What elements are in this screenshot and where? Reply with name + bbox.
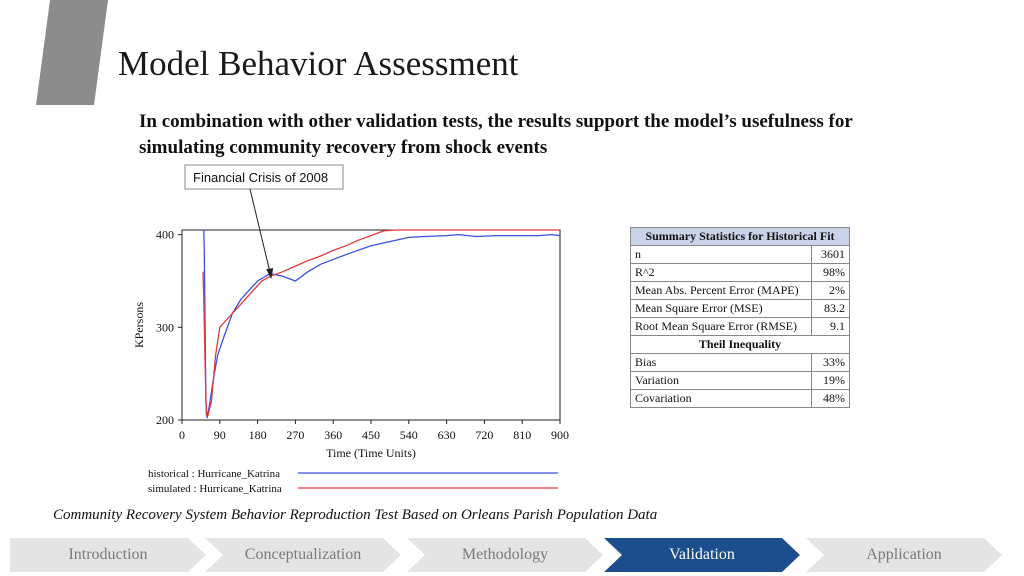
subtitle: In combination with other validation tes… xyxy=(139,111,853,158)
section-nav: Introduction Conceptualization Methodology… xyxy=(0,536,1024,576)
x-tick-label: 450 xyxy=(362,428,380,442)
nav-item-conceptualization[interactable]: Conceptualization xyxy=(205,538,401,572)
annotation-label: Financial Crisis of 2008 xyxy=(193,170,328,185)
x-tick-label: 630 xyxy=(438,428,456,442)
page-title: Model Behavior Assessment xyxy=(118,44,519,83)
nav-item-application[interactable]: Application xyxy=(806,538,1002,572)
stat-label: Variation xyxy=(630,371,812,390)
annotation-arrowhead xyxy=(266,268,274,280)
nav-item-validation[interactable]: Validation xyxy=(604,538,800,572)
x-tick-label: 900 xyxy=(551,428,569,442)
stat-label: Bias xyxy=(630,353,812,372)
y-tick-label: 400 xyxy=(156,228,174,242)
x-tick-label: 720 xyxy=(475,428,493,442)
stat-label: Mean Abs. Percent Error (MAPE) xyxy=(630,281,812,300)
stat-label: R^2 xyxy=(630,263,812,282)
x-tick-label: 0 xyxy=(179,428,185,442)
y-tick-label: 200 xyxy=(156,413,174,427)
stat-value: 2% xyxy=(811,281,850,300)
table-row: Covariation 48% xyxy=(630,389,850,408)
x-tick-label: 810 xyxy=(513,428,531,442)
annotation-arrow-line xyxy=(249,188,271,274)
series-line-1 xyxy=(202,229,560,417)
stat-value: 33% xyxy=(811,353,850,372)
legend-label-0: historical : Hurricane_Katrina xyxy=(148,468,280,480)
series-line-0 xyxy=(203,229,561,419)
stat-label: Covariation xyxy=(630,389,812,408)
stat-value: 9.1 xyxy=(811,317,850,336)
stat-value: 3601 xyxy=(811,245,850,264)
summary-statistics-table: Summary Statistics for Historical Fit n 36… xyxy=(630,227,850,408)
table-row: Bias 33% xyxy=(630,353,850,372)
table-row: Root Mean Square Error (RMSE) 9.1 xyxy=(630,317,850,336)
y-axis-label: KPersons xyxy=(132,302,146,348)
table-row: R^2 98% xyxy=(630,263,850,282)
theil-section-title: Theil Inequality xyxy=(630,335,850,354)
y-tick-label: 300 xyxy=(156,320,174,334)
stat-value: 19% xyxy=(811,371,850,390)
population-chart: 0 90 180 270 360 450 540 630 720 810 900 200 300 400 T… xyxy=(132,164,569,495)
stat-value: 48% xyxy=(811,389,850,408)
nav-item-methodology[interactable]: Methodology xyxy=(407,538,603,572)
x-axis-label: Time (Time Units) xyxy=(326,446,416,460)
x-tick-label: 270 xyxy=(286,428,304,442)
x-tick-label: 90 xyxy=(214,428,226,442)
table-row: Mean Abs. Percent Error (MAPE) 2% xyxy=(630,281,850,300)
stat-value: 98% xyxy=(811,263,850,282)
table-title: Summary Statistics for Historical Fit xyxy=(630,227,850,246)
table-row: n 3601 xyxy=(630,245,850,264)
table-row: Variation 19% xyxy=(630,371,850,390)
x-tick-label: 180 xyxy=(249,428,267,442)
annotation-box xyxy=(184,164,344,190)
x-tick-label: 540 xyxy=(400,428,418,442)
stat-label: Mean Square Error (MSE) xyxy=(630,299,812,318)
nav-item-introduction[interactable]: Introduction xyxy=(10,538,206,572)
figure-caption: Community Recovery System Behavior Repro… xyxy=(53,507,658,523)
table-row: Mean Square Error (MSE) 83.2 xyxy=(630,299,850,318)
legend-label-1: simulated : Hurricane_Katrina xyxy=(148,483,282,495)
stat-value: 83.2 xyxy=(811,299,850,318)
stat-label: n xyxy=(630,245,812,264)
plot-frame xyxy=(181,229,561,421)
accent-bar xyxy=(36,0,108,105)
stat-label: Root Mean Square Error (RMSE) xyxy=(630,317,812,336)
x-tick-label: 360 xyxy=(324,428,342,442)
